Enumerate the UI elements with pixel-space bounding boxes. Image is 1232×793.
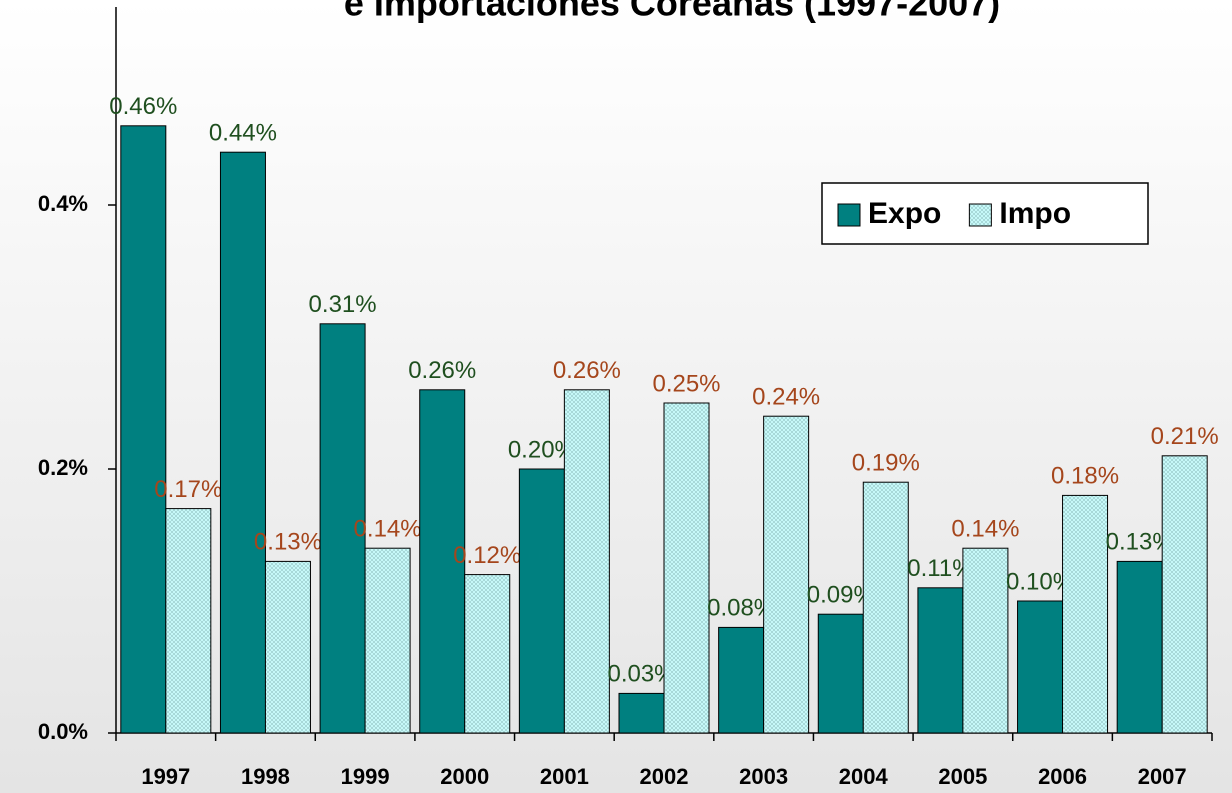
bar (1017, 600, 1064, 734)
value-label: 0.26% (553, 357, 621, 384)
legend-swatch (968, 203, 992, 227)
value-label: 0.46% (109, 93, 177, 120)
x-tick-label: 2006 (1038, 764, 1087, 789)
x-tick-label: 2003 (739, 764, 788, 789)
bar (264, 560, 311, 734)
bar (1062, 494, 1109, 734)
bar (917, 587, 964, 734)
bar (563, 389, 610, 734)
x-tick-label: 1997 (141, 764, 190, 789)
x-tick-label: 2005 (938, 764, 987, 789)
bar (1116, 560, 1163, 734)
legend: Expo Impo (821, 182, 1149, 245)
bar (464, 574, 511, 734)
value-label: 0.17% (154, 476, 222, 503)
x-tick-label: 2000 (440, 764, 489, 789)
legend-swatch (837, 203, 861, 227)
value-label: 0.25% (652, 370, 720, 397)
value-label: 0.31% (309, 291, 377, 318)
bar (319, 323, 366, 734)
bar (219, 151, 266, 734)
value-label: 0.14% (951, 516, 1019, 543)
bar (518, 468, 565, 734)
legend-label: Impo (999, 197, 1071, 230)
value-label: 0.14% (354, 516, 422, 543)
bar (663, 402, 710, 734)
value-label: 0.21% (1151, 423, 1219, 450)
x-tick-label: 2007 (1138, 764, 1187, 789)
x-tick-label: 2001 (540, 764, 589, 789)
value-label: 0.18% (1051, 463, 1119, 490)
y-tick-label: 0.4% (38, 191, 88, 216)
bar (419, 389, 466, 734)
legend-label: Expo (868, 197, 941, 230)
bar (364, 547, 411, 734)
value-label: 0.44% (209, 120, 277, 147)
value-label: 0.26% (408, 357, 476, 384)
bar (120, 125, 167, 734)
chart-title: e Importaciones Coreanas (1997-2007) (344, 0, 1000, 24)
x-tick-label: 2004 (839, 764, 889, 789)
y-tick-label: 0.2% (38, 455, 88, 480)
bar (165, 508, 212, 734)
bar (817, 613, 864, 734)
value-label: 0.13% (254, 529, 322, 556)
y-tick-label: 0.0% (38, 719, 88, 744)
bar (718, 626, 765, 734)
value-label: 0.19% (852, 450, 920, 477)
bar (1161, 455, 1208, 734)
value-label: 0.12% (453, 542, 521, 569)
bar (862, 481, 909, 734)
bar (763, 415, 810, 734)
bar (962, 547, 1009, 734)
bar (618, 692, 665, 734)
x-tick-label: 1998 (241, 764, 290, 789)
value-label: 0.24% (752, 384, 820, 411)
x-tick-label: 2002 (640, 764, 689, 789)
x-tick-label: 1999 (341, 764, 390, 789)
